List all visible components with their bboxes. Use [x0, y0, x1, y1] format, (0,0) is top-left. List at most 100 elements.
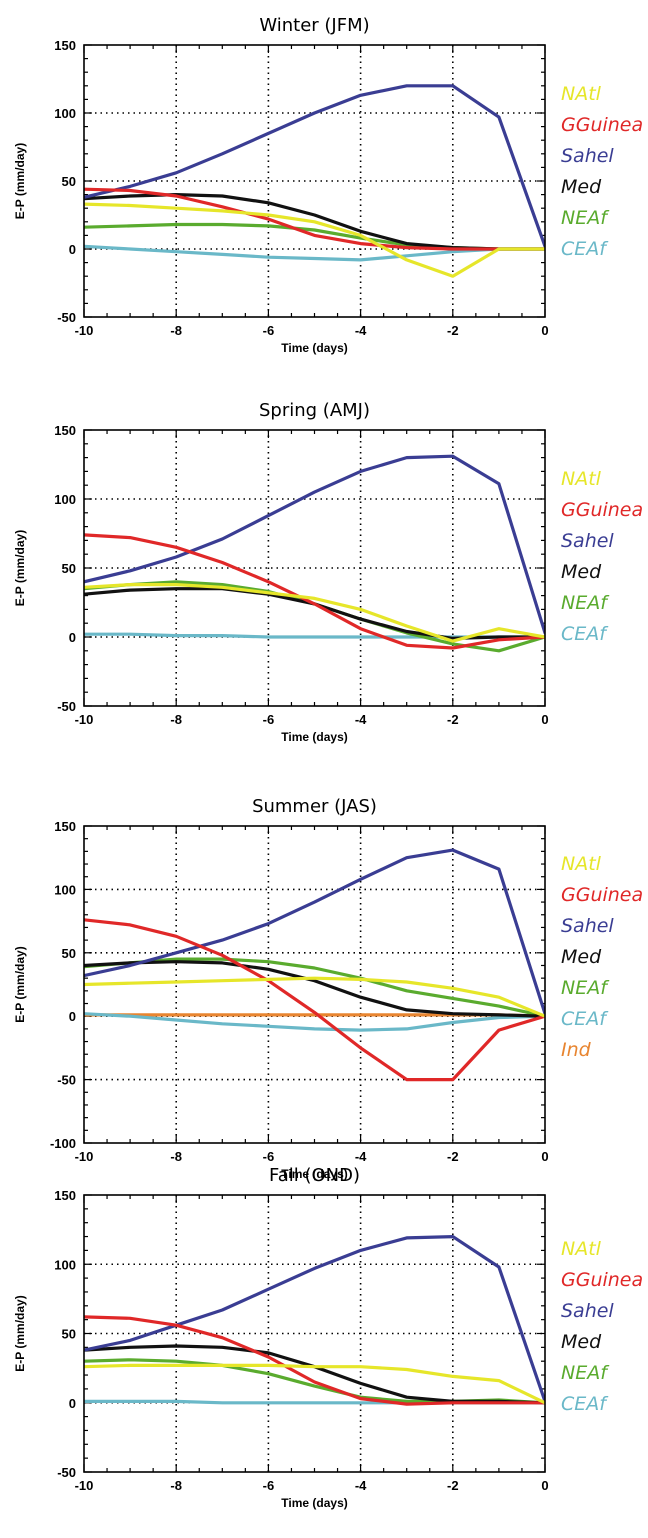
y-tick-label: -50	[57, 1073, 76, 1088]
x-axis-label: Time (days)	[281, 1167, 347, 1181]
y-axis-label: E-P (mm/day)	[13, 530, 27, 606]
legend-entry-neaf: NEAf	[561, 207, 610, 229]
x-tick-label: -2	[447, 1149, 459, 1164]
series-line-ceaf	[84, 1012, 545, 1032]
series-line-gguinea	[84, 1315, 545, 1406]
y-tick-label: 150	[54, 819, 76, 834]
series-line-natl	[84, 1363, 545, 1405]
legend-entry-med: Med	[561, 176, 602, 198]
legend-entry-natl: NAtl	[561, 1238, 602, 1260]
x-tick-label: -8	[170, 1149, 182, 1164]
y-tick-label: 0	[69, 1009, 76, 1024]
legend-entry-med: Med	[561, 561, 602, 583]
series-line-sahel	[84, 848, 545, 1016]
series-line-gguinea	[84, 187, 545, 251]
y-tick-label: -50	[57, 699, 76, 714]
legend-entry-neaf: NEAf	[561, 1362, 610, 1384]
series-line-natl	[84, 583, 545, 643]
y-tick-label: 100	[54, 1257, 76, 1272]
x-tick-label: -6	[263, 323, 275, 338]
legend-entry-gguinea: GGuinea	[561, 499, 643, 521]
legend-entry-neaf: NEAf	[561, 592, 610, 614]
legend-entry-med: Med	[561, 1331, 602, 1353]
y-tick-label: -50	[57, 1465, 76, 1480]
x-axis-label: Time (days)	[281, 341, 347, 355]
plot-frame	[83, 429, 546, 707]
x-tick-label: -10	[75, 1149, 94, 1164]
x-tick-label: -2	[447, 712, 459, 727]
legend-entry-sahel: Sahel	[561, 530, 614, 552]
x-tick-label: -8	[170, 323, 182, 338]
series-line-ceaf	[84, 244, 545, 262]
y-tick-label: 50	[62, 946, 76, 961]
legend-entry-sahel: Sahel	[561, 145, 614, 167]
x-tick-label: -10	[75, 1478, 94, 1493]
x-tick-label: -10	[75, 712, 94, 727]
legend-entry-sahel: Sahel	[561, 915, 614, 937]
y-tick-label: -50	[57, 310, 76, 325]
plot-frame	[83, 44, 546, 318]
chart-panel-3: Summer (JAS) -10 -8 -6 -4 -2 0 -100 -50 0 50 100 150…	[13, 796, 643, 1181]
x-tick-label: -4	[355, 323, 367, 338]
y-tick-label: 100	[54, 106, 76, 121]
legend-entry-ind: Ind	[561, 1039, 592, 1061]
chart-title: Winter (JFM)	[259, 15, 369, 36]
y-tick-label: 100	[54, 492, 76, 507]
y-tick-label: 0	[69, 1396, 76, 1411]
legend-entry-natl: NAtl	[561, 468, 602, 490]
y-tick-label: 0	[69, 630, 76, 645]
legend-entry-gguinea: GGuinea	[561, 884, 643, 906]
y-tick-label: 50	[62, 561, 76, 576]
chart-title: Fall (OND)	[269, 1165, 360, 1186]
plot-frame	[83, 1194, 546, 1473]
series-line-natl	[84, 202, 545, 278]
series-line-med	[84, 960, 545, 1018]
y-axis-label: E-P (mm/day)	[13, 946, 27, 1022]
series-line-natl	[84, 976, 545, 1018]
y-tick-label: 150	[54, 38, 76, 53]
series-line-med	[84, 1344, 545, 1405]
y-tick-label: 50	[62, 174, 76, 189]
series-line-sahel	[84, 454, 545, 635]
y-tick-label: 0	[69, 242, 76, 257]
legend-entry-natl: NAtl	[561, 853, 602, 875]
legend-entry-sahel: Sahel	[561, 1300, 614, 1322]
x-tick-label: -4	[355, 1149, 367, 1164]
x-tick-label: -4	[355, 1478, 367, 1493]
legend-entry-ceaf: CEAf	[561, 1008, 609, 1030]
x-axis-label: Time (days)	[281, 1496, 347, 1510]
y-tick-label: 150	[54, 1188, 76, 1203]
x-tick-label: 0	[541, 712, 548, 727]
legend-entry-ceaf: CEAf	[561, 623, 609, 645]
series-line-gguinea	[84, 533, 545, 650]
series-line-neaf	[84, 957, 545, 1018]
series-line-med	[84, 587, 545, 640]
chart-panel-4: Fall (OND) -10 -8 -6 -4 -2 0 -50 0 50 100 150 Time (…	[13, 1165, 643, 1510]
x-tick-label: -6	[263, 712, 275, 727]
x-tick-label: -8	[170, 1478, 182, 1493]
x-tick-label: 0	[541, 1478, 548, 1493]
x-tick-label: -2	[447, 323, 459, 338]
legend-entry-gguinea: GGuinea	[561, 114, 643, 136]
y-tick-label: 150	[54, 423, 76, 438]
x-tick-label: -6	[263, 1149, 275, 1164]
x-tick-label: 0	[541, 323, 548, 338]
chart-panel-2: Spring (AMJ) -10 -8 -6 -4 -2 0 -50 0 50 100 150 Time…	[13, 400, 643, 744]
x-tick-label: 0	[541, 1149, 548, 1164]
x-tick-label: -4	[355, 712, 367, 727]
y-tick-label: -100	[50, 1136, 76, 1151]
chart-title: Spring (AMJ)	[259, 400, 370, 421]
x-tick-label: -2	[447, 1478, 459, 1493]
series-line-gguinea	[84, 918, 545, 1082]
legend-entry-gguinea: GGuinea	[561, 1269, 643, 1291]
y-axis-label: E-P (mm/day)	[13, 143, 27, 219]
legend-entry-med: Med	[561, 946, 602, 968]
y-tick-label: 100	[54, 882, 76, 897]
y-tick-label: 50	[62, 1327, 76, 1342]
chart-panel-1: Winter (JFM) -10 -8 -6 -4 -2 0 -50 0 50 100 150 Time…	[13, 15, 643, 355]
series-line-neaf	[84, 580, 545, 653]
legend-entry-ceaf: CEAf	[561, 238, 609, 260]
plot-frame	[83, 825, 546, 1144]
series-line-sahel	[84, 1234, 545, 1403]
